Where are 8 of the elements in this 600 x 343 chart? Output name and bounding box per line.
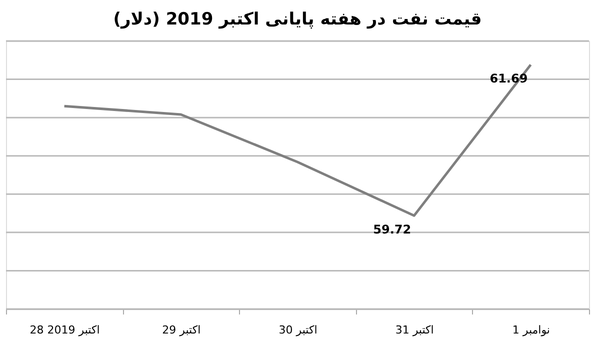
x-tick-label: 28 اکتبر 2019 <box>30 324 100 336</box>
x-tick-label: 31 اکتبر <box>395 324 434 336</box>
x-tick-label: 29 اکتبر <box>162 324 201 336</box>
x-tick-label: 30 اکتبر <box>278 324 318 336</box>
data-label: 59.72 <box>373 222 412 237</box>
data-label: 61.69 <box>490 72 528 86</box>
x-tick-label: 1 نوامبر <box>512 324 550 336</box>
chart-title: قیمت نفت در هفته پایانی اکتبر 2019 (دلار) <box>113 9 482 30</box>
